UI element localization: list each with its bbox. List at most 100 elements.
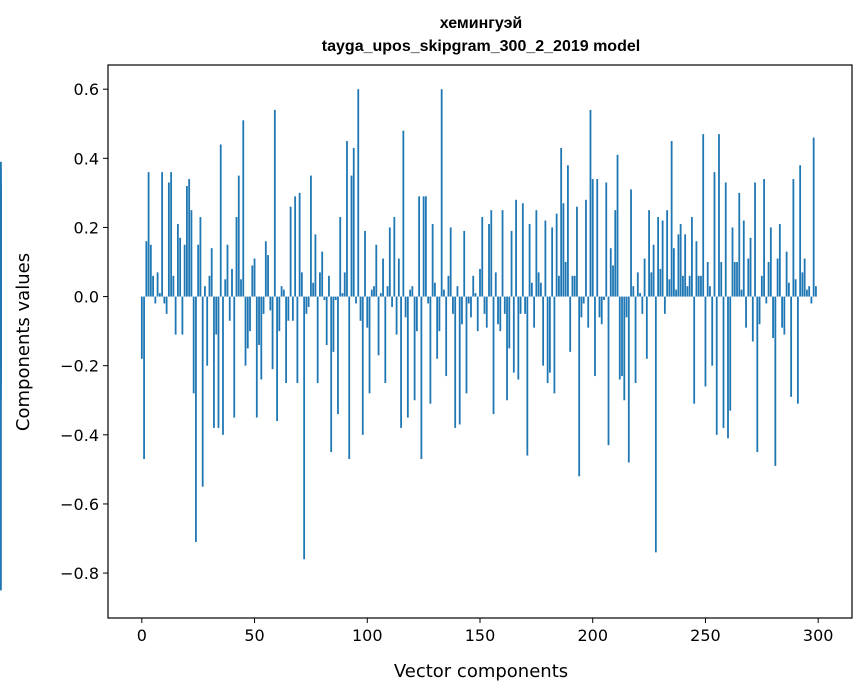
bar — [659, 268, 662, 297]
bar — [174, 296, 177, 335]
bar — [794, 279, 797, 297]
bar — [199, 217, 202, 297]
bar — [774, 296, 777, 466]
bar — [224, 279, 227, 297]
x-axis-label: Vector components — [394, 661, 568, 682]
bar — [183, 244, 186, 297]
bar — [790, 296, 793, 397]
bar — [569, 296, 572, 352]
bar — [215, 296, 218, 335]
bar — [515, 199, 517, 297]
bar — [165, 296, 168, 314]
bar — [140, 296, 143, 359]
bar — [796, 296, 799, 404]
bar — [240, 279, 242, 297]
bar — [745, 296, 747, 328]
bar — [192, 296, 195, 394]
x-tick-label: 250 — [690, 626, 721, 645]
bar — [517, 296, 520, 380]
x-axis-ticks: 0 50 100 150 200 250 300 — [137, 618, 833, 645]
bar — [305, 296, 308, 314]
bar — [226, 244, 229, 297]
bar — [533, 296, 536, 328]
bar — [526, 296, 529, 456]
bar — [544, 220, 547, 297]
bar — [760, 275, 763, 297]
bar — [614, 210, 617, 297]
bar — [616, 154, 619, 297]
bar — [208, 275, 211, 297]
bar — [670, 141, 673, 297]
bar — [222, 296, 224, 435]
bar — [271, 296, 274, 370]
bar — [490, 210, 493, 297]
bar — [623, 296, 626, 401]
bar — [319, 272, 321, 297]
bar — [555, 213, 558, 297]
bar — [521, 203, 524, 297]
bar — [258, 296, 260, 345]
bar — [339, 217, 342, 297]
bar — [751, 296, 754, 342]
bar — [413, 296, 416, 401]
bar — [420, 296, 423, 460]
bar — [443, 289, 445, 297]
bar — [440, 89, 443, 297]
bar — [803, 258, 806, 297]
bar — [195, 296, 197, 542]
bar — [217, 296, 220, 428]
bar — [479, 268, 481, 297]
chart-subtitle: tayga_upos_skipgram_300_2_2019 model — [322, 38, 640, 55]
bar — [679, 223, 682, 297]
bar — [176, 223, 179, 297]
bar — [350, 175, 353, 297]
bar — [636, 272, 639, 297]
y-axis-label: Components values — [13, 253, 34, 431]
bar — [652, 244, 655, 297]
bar — [733, 262, 736, 297]
bar — [722, 296, 725, 428]
bar — [578, 296, 581, 477]
bar — [373, 286, 375, 297]
bar — [210, 248, 213, 297]
bar — [506, 296, 508, 401]
bar — [0, 182, 2, 297]
bar — [702, 134, 705, 297]
bar — [300, 272, 303, 297]
bar — [799, 165, 802, 297]
bar — [404, 296, 407, 318]
bar — [607, 296, 610, 446]
bar — [422, 196, 425, 297]
bar — [530, 282, 533, 297]
bar — [510, 230, 513, 297]
bar — [688, 275, 691, 297]
bar — [310, 175, 312, 297]
bar — [603, 296, 605, 301]
bar — [747, 258, 750, 297]
bar — [391, 296, 393, 307]
y-tick-label: −0.2 — [60, 357, 99, 376]
bar — [429, 296, 432, 404]
bar — [618, 296, 621, 380]
bar — [361, 296, 364, 435]
bar — [267, 255, 269, 297]
y-tick-label: 0.6 — [74, 80, 99, 99]
bar — [276, 296, 278, 421]
bar — [343, 272, 346, 297]
bar — [197, 244, 200, 297]
bar — [548, 296, 551, 373]
bar — [370, 289, 373, 297]
bar — [436, 296, 439, 359]
bar — [424, 196, 427, 297]
x-tick-label: 0 — [137, 626, 147, 645]
bar — [147, 172, 150, 297]
bar — [149, 244, 152, 297]
bar — [472, 275, 475, 297]
bar — [567, 165, 569, 297]
bar — [772, 296, 774, 339]
bar — [282, 289, 285, 297]
bar — [492, 296, 495, 415]
bar — [393, 217, 396, 297]
bar — [334, 296, 337, 301]
bar — [235, 217, 238, 297]
